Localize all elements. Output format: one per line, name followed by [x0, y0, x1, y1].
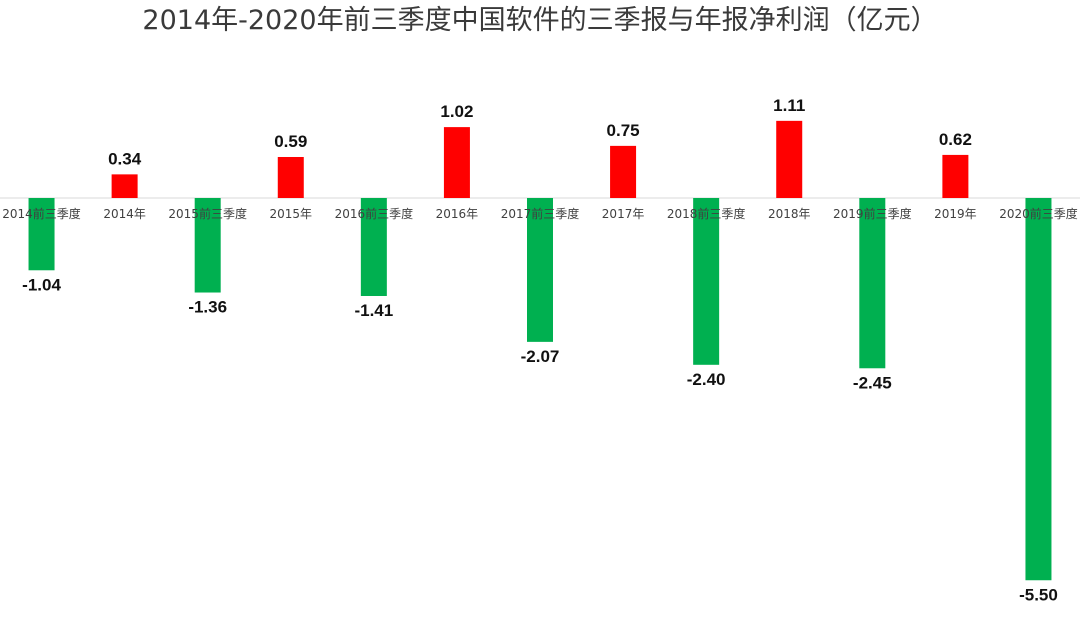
bar-10 [776, 120, 803, 198]
x-tick-label-7: 2017前三季度 [501, 206, 580, 221]
x-tick-label-10: 2018年 [768, 207, 811, 221]
data-label-2: 0.34 [108, 149, 142, 168]
x-tick-label-6: 2016年 [436, 207, 479, 221]
x-tick-label-1: 2014前三季度 [2, 206, 81, 221]
bar-5 [360, 198, 387, 296]
data-label-11: -2.45 [853, 373, 892, 392]
data-label-3: -1.36 [188, 298, 227, 317]
data-label-4: 0.59 [274, 132, 307, 151]
data-label-9: -2.40 [687, 370, 726, 389]
x-tick-label-4: 2015年 [269, 207, 312, 221]
bar-9 [693, 198, 720, 365]
x-tick-label-5: 2016前三季度 [335, 206, 414, 221]
x-tick-label-9: 2018前三季度 [667, 206, 746, 221]
x-tick-label-12: 2019年 [934, 207, 977, 221]
bar-6 [443, 127, 470, 198]
x-tick-label-13: 2020前三季度 [999, 206, 1078, 221]
bar-4 [277, 156, 304, 198]
data-label-7: -2.07 [521, 347, 560, 366]
chart-title: 2014年-2020年前三季度中国软件的三季报与年报净利润（亿元） [142, 5, 938, 36]
x-tick-label-8: 2017年 [602, 207, 645, 221]
data-label-12: 0.62 [939, 130, 972, 149]
bar-8 [610, 145, 637, 198]
bar-2 [111, 174, 138, 198]
data-label-6: 1.02 [440, 102, 473, 121]
bar-3 [194, 198, 221, 293]
bar-11 [859, 198, 886, 369]
data-label-13: -5.50 [1019, 585, 1058, 604]
bar-1 [28, 198, 55, 271]
data-label-1: -1.04 [22, 275, 61, 294]
data-label-10: 1.11 [773, 96, 805, 115]
x-tick-label-3: 2015前三季度 [168, 206, 247, 221]
data-label-8: 0.75 [607, 121, 640, 140]
bar-12 [942, 154, 969, 198]
bar-7 [527, 198, 553, 342]
x-tick-label-11: 2019前三季度 [833, 206, 912, 221]
data-label-5: -1.41 [354, 301, 393, 320]
bar-13 [1025, 198, 1052, 581]
x-tick-label-2: 2014年 [103, 207, 146, 221]
